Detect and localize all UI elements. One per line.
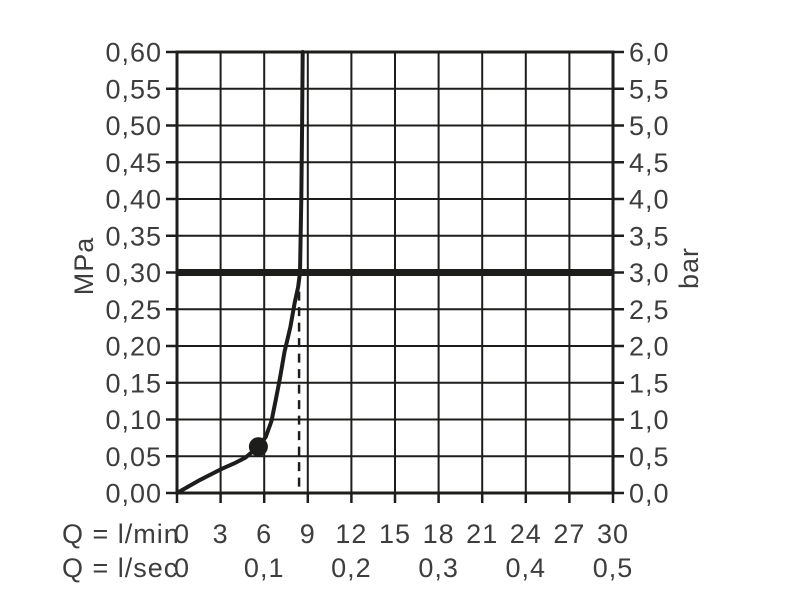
y-right-tick-label: 4,0 (629, 185, 670, 215)
y-left-tick-label: 0,00 (105, 479, 162, 509)
x-secondary-tick-label: 0,2 (331, 553, 372, 583)
x-primary-tick-label: 21 (466, 519, 498, 549)
y-right-tick-label: 6,0 (629, 38, 670, 68)
y-right-tick-label: 1,0 (629, 405, 670, 435)
y-right-tick-label: 5,5 (629, 74, 670, 104)
x-primary-tick-label: 30 (597, 519, 629, 549)
operating-point-marker (248, 437, 268, 457)
y-left-tick-label: 0,30 (105, 258, 162, 288)
x-axis-primary-title: Q = l/min (62, 519, 180, 549)
y-left-tick-label: 0,45 (105, 148, 162, 178)
chart-generated-layer: 0,600,550,500,450,400,350,300,250,200,15… (105, 38, 670, 584)
y-axis-right-title: bar (674, 247, 704, 289)
y-right-tick-label: 0,5 (629, 442, 670, 472)
y-left-tick-label: 0,35 (105, 221, 162, 251)
y-right-tick-label: 4,5 (629, 148, 670, 178)
x-primary-tick-label: 12 (335, 519, 367, 549)
y-left-tick-label: 0,50 (105, 111, 162, 141)
x-primary-tick-label: 24 (510, 519, 542, 549)
x-secondary-tick-label: 0,1 (244, 553, 285, 583)
y-right-tick-label: 1,5 (629, 368, 670, 398)
y-right-tick-label: 0,0 (629, 479, 670, 509)
y-right-tick-label: 3,0 (629, 258, 670, 288)
x-primary-tick-label: 27 (553, 519, 585, 549)
x-primary-tick-label: 18 (423, 519, 455, 549)
x-secondary-tick-label: 0,5 (593, 553, 634, 583)
y-left-tick-label: 0,10 (105, 405, 162, 435)
x-primary-tick-label: 15 (379, 519, 411, 549)
y-left-tick-label: 0,55 (105, 74, 162, 104)
x-secondary-tick-label: 0,3 (418, 553, 459, 583)
x-axis-secondary-title: Q = l/sec (62, 553, 178, 583)
y-left-tick-label: 0,05 (105, 442, 162, 472)
y-left-tick-label: 0,40 (105, 185, 162, 215)
y-right-tick-label: 5,0 (629, 111, 670, 141)
x-primary-tick-label: 9 (300, 519, 316, 549)
y-left-tick-label: 0,25 (105, 295, 162, 325)
y-left-tick-label: 0,60 (105, 38, 162, 68)
x-primary-tick-label: 3 (213, 519, 229, 549)
x-secondary-tick-label: 0,4 (506, 553, 547, 583)
y-left-tick-label: 0,15 (105, 368, 162, 398)
x-primary-tick-label: 0 (174, 519, 190, 549)
x-primary-tick-label: 6 (256, 519, 272, 549)
y-right-tick-label: 2,5 (629, 295, 670, 325)
y-axis-left-title: MPa (69, 237, 99, 296)
y-right-tick-label: 3,5 (629, 221, 670, 251)
x-secondary-tick-label: 0 (174, 553, 190, 583)
y-right-tick-label: 2,0 (629, 332, 670, 362)
y-left-tick-label: 0,20 (105, 332, 162, 362)
flow-pressure-curve (175, 50, 305, 495)
